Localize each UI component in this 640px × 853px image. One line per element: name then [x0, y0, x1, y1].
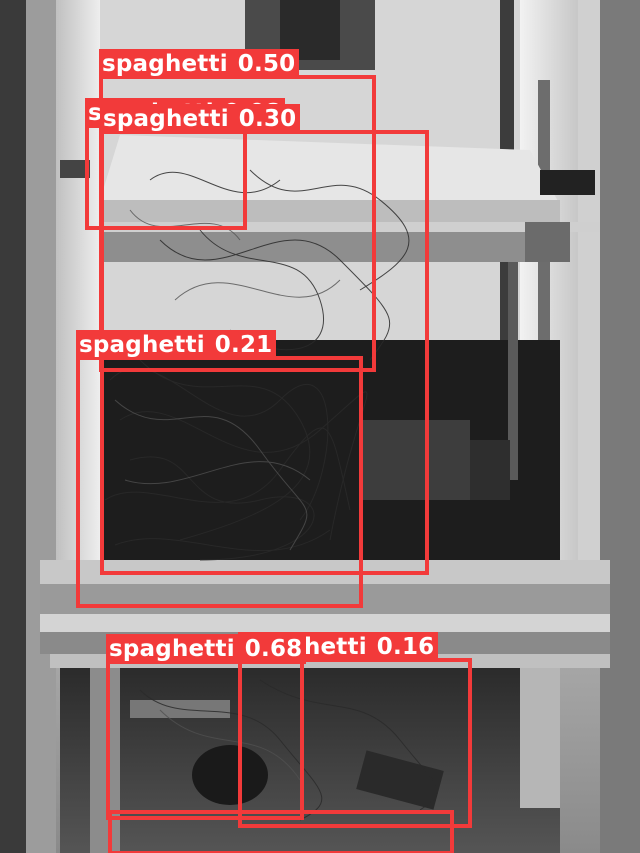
printer-enclosure-photo	[0, 0, 640, 853]
detection-view: spaghetti 0.50 spaghetti 0.08 spaghetti 0.3…	[0, 0, 640, 853]
